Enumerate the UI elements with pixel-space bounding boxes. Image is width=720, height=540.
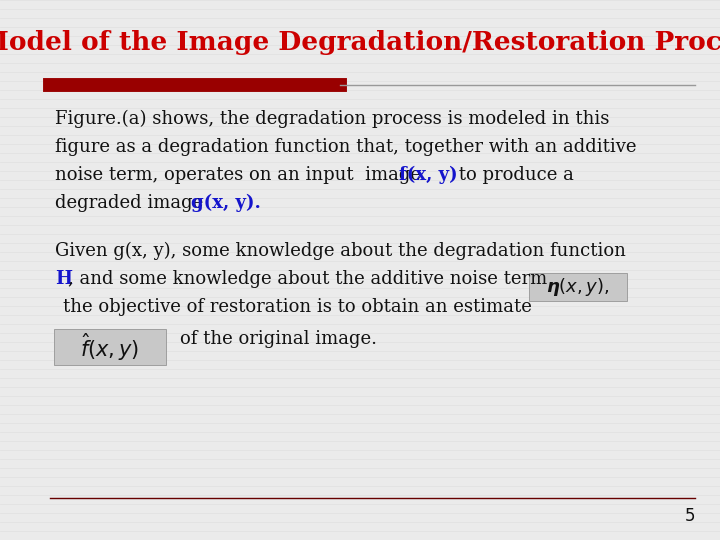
Text: Given g(x, y), some knowledge about the degradation function: Given g(x, y), some knowledge about the …	[55, 242, 626, 260]
FancyBboxPatch shape	[54, 329, 166, 365]
Text: of the original image.: of the original image.	[180, 330, 377, 348]
Text: the objective of restoration is to obtain an estimate: the objective of restoration is to obtai…	[63, 298, 532, 316]
Text: H: H	[55, 270, 72, 288]
Text: g(x, y).: g(x, y).	[191, 194, 261, 212]
Text: A Model of the Image Degradation/Restoration Process: A Model of the Image Degradation/Restora…	[0, 30, 720, 55]
FancyBboxPatch shape	[529, 273, 627, 301]
Text: 5: 5	[685, 507, 695, 525]
Text: Figure.(a) shows, the degradation process is modeled in this: Figure.(a) shows, the degradation proces…	[55, 110, 609, 128]
Text: $\hat{f}(x, y)$: $\hat{f}(x, y)$	[81, 331, 140, 363]
Text: to produce a: to produce a	[453, 166, 574, 184]
Text: noise term, operates on an input  image: noise term, operates on an input image	[55, 166, 427, 184]
Text: degraded image: degraded image	[55, 194, 209, 212]
Text: figure as a degradation function that, together with an additive: figure as a degradation function that, t…	[55, 138, 636, 156]
Text: f(x, y): f(x, y)	[399, 166, 458, 184]
Text: $\boldsymbol{\eta}(x, y),$: $\boldsymbol{\eta}(x, y),$	[546, 276, 610, 298]
Text: , and some knowledge about the additive noise term: , and some knowledge about the additive …	[68, 270, 547, 288]
